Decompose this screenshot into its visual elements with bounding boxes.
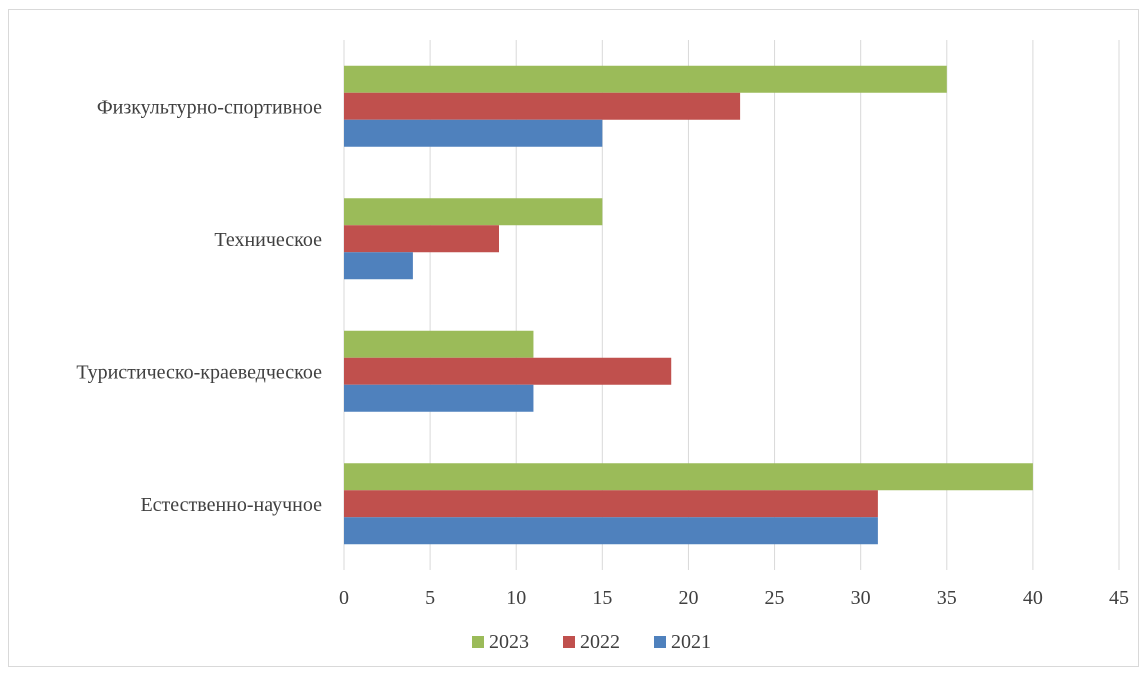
- category-labels: Естественно-научное Туристическо-краеведч…: [76, 96, 322, 516]
- bar-2023-4: [344, 65, 947, 93]
- x-tick-label: 5: [425, 587, 435, 609]
- bar-2022-4: [344, 92, 741, 120]
- category-label: Естественно-научное: [140, 494, 322, 516]
- bar-2021-4: [344, 119, 603, 147]
- bars: [344, 65, 1033, 545]
- legend-swatch-2021: [654, 636, 666, 648]
- x-tick-label: 0: [339, 587, 349, 609]
- bar-2021-3: [344, 252, 413, 280]
- legend: 2023 2022 2021: [472, 631, 711, 653]
- x-tick-label: 40: [1023, 587, 1043, 609]
- category-label: Физкультурно-спортивное: [97, 96, 322, 118]
- x-tick-label: 10: [506, 587, 526, 609]
- bar-2021-2: [344, 384, 534, 412]
- bar-2023-3: [344, 198, 603, 226]
- category-label: Туристическо-краеведческое: [76, 361, 322, 383]
- x-tick-label: 30: [851, 587, 871, 609]
- x-tick-labels: 0 5 10 15 20 25 30 35 40 45: [339, 587, 1129, 609]
- bar-2023-1: [344, 463, 1033, 491]
- legend-swatch-2023: [472, 636, 484, 648]
- x-tick-label: 25: [765, 587, 785, 609]
- bar-2021-1: [344, 517, 878, 545]
- bar-2023-2: [344, 330, 534, 358]
- bar-2022-2: [344, 357, 672, 385]
- legend-label-2021: 2021: [671, 631, 711, 653]
- legend-label-2023: 2023: [489, 631, 529, 653]
- x-tick-label: 20: [678, 587, 698, 609]
- legend-swatch-2022: [563, 636, 575, 648]
- bar-2022-3: [344, 225, 499, 253]
- x-tick-label: 15: [592, 587, 612, 609]
- legend-label-2022: 2022: [580, 631, 620, 653]
- category-label: Техническое: [214, 229, 322, 251]
- x-tick-label: 45: [1109, 587, 1129, 609]
- bar-2022-1: [344, 490, 878, 518]
- x-tick-label: 35: [937, 587, 957, 609]
